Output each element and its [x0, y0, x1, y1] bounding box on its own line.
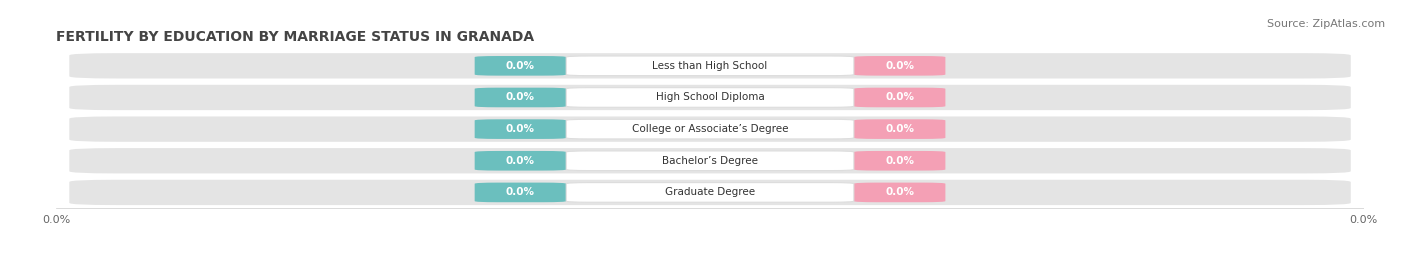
FancyBboxPatch shape [853, 183, 945, 202]
Text: 0.0%: 0.0% [506, 93, 534, 102]
FancyBboxPatch shape [69, 116, 1351, 142]
FancyBboxPatch shape [567, 183, 853, 202]
FancyBboxPatch shape [853, 119, 945, 139]
FancyBboxPatch shape [567, 119, 853, 139]
FancyBboxPatch shape [853, 151, 945, 171]
Text: Less than High School: Less than High School [652, 61, 768, 71]
Text: 0.0%: 0.0% [506, 61, 534, 71]
FancyBboxPatch shape [69, 148, 1351, 174]
FancyBboxPatch shape [853, 88, 945, 107]
Text: 0.0%: 0.0% [886, 156, 914, 166]
FancyBboxPatch shape [567, 88, 853, 107]
FancyBboxPatch shape [475, 119, 567, 139]
FancyBboxPatch shape [69, 85, 1351, 110]
FancyBboxPatch shape [567, 151, 853, 171]
Text: College or Associate’s Degree: College or Associate’s Degree [631, 124, 789, 134]
Text: 0.0%: 0.0% [886, 124, 914, 134]
Text: Graduate Degree: Graduate Degree [665, 187, 755, 197]
Text: 0.0%: 0.0% [506, 124, 534, 134]
Text: Bachelor’s Degree: Bachelor’s Degree [662, 156, 758, 166]
Text: Source: ZipAtlas.com: Source: ZipAtlas.com [1267, 19, 1385, 29]
Text: 0.0%: 0.0% [886, 61, 914, 71]
FancyBboxPatch shape [69, 53, 1351, 79]
FancyBboxPatch shape [475, 151, 567, 171]
Text: 0.0%: 0.0% [886, 187, 914, 197]
FancyBboxPatch shape [475, 183, 567, 202]
Text: FERTILITY BY EDUCATION BY MARRIAGE STATUS IN GRANADA: FERTILITY BY EDUCATION BY MARRIAGE STATU… [56, 30, 534, 44]
FancyBboxPatch shape [567, 56, 853, 76]
FancyBboxPatch shape [69, 180, 1351, 205]
Text: 0.0%: 0.0% [506, 156, 534, 166]
Text: 0.0%: 0.0% [506, 187, 534, 197]
Text: 0.0%: 0.0% [886, 93, 914, 102]
FancyBboxPatch shape [475, 88, 567, 107]
FancyBboxPatch shape [853, 56, 945, 76]
FancyBboxPatch shape [475, 56, 567, 76]
Text: High School Diploma: High School Diploma [655, 93, 765, 102]
